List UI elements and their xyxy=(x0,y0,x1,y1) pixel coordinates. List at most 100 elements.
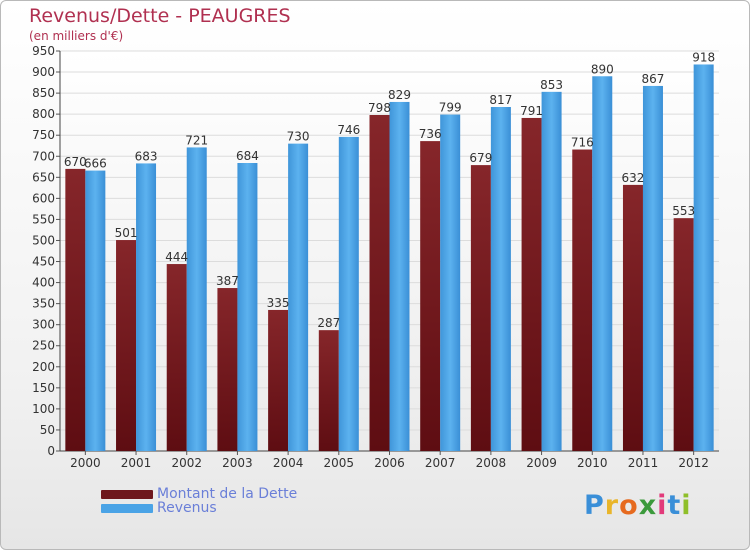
data-label-revenue: 683 xyxy=(135,149,158,163)
chart-title: Revenus/Dette - PEAUGRES xyxy=(29,5,291,27)
bar-revenue xyxy=(440,114,461,451)
logo-letter: i xyxy=(681,490,692,521)
data-label-debt: 716 xyxy=(571,136,594,150)
bar-revenue xyxy=(237,163,258,451)
bar-revenue xyxy=(541,91,562,451)
logo-letter: o xyxy=(619,490,639,521)
x-tick-label: 2010 xyxy=(577,456,608,470)
y-tick-label: 150 xyxy=(32,381,55,395)
y-tick-label: 200 xyxy=(32,360,55,374)
bar-debt xyxy=(369,115,390,451)
y-tick-label: 900 xyxy=(32,65,55,79)
data-label-revenue: 799 xyxy=(439,101,462,115)
y-tick-label: 600 xyxy=(32,191,55,205)
bar-debt xyxy=(470,165,491,451)
data-label-debt: 287 xyxy=(317,316,340,330)
legend-swatch-revenue xyxy=(101,503,153,513)
bar-revenue xyxy=(338,136,359,452)
data-label-revenue: 829 xyxy=(388,88,411,102)
legend: Montant de la Dette Revenus xyxy=(101,486,298,516)
x-tick-label: 2002 xyxy=(171,456,202,470)
logo-letter: r xyxy=(604,490,620,521)
x-tick-label: 2004 xyxy=(273,456,304,470)
data-label-revenue: 867 xyxy=(642,72,665,86)
bar-debt xyxy=(622,184,643,452)
bar-debt xyxy=(116,240,137,451)
data-label-debt: 798 xyxy=(368,101,391,115)
legend-swatch-debt xyxy=(101,489,153,499)
y-tick-label: 550 xyxy=(32,212,55,226)
data-label-debt: 736 xyxy=(419,127,442,141)
x-tick-label: 2011 xyxy=(628,456,659,470)
y-tick-label: 100 xyxy=(32,402,55,416)
data-label-debt: 679 xyxy=(469,151,492,165)
y-tick-label: 850 xyxy=(32,86,55,100)
data-label-revenue: 721 xyxy=(185,133,208,147)
bar-debt xyxy=(673,218,694,451)
data-label-debt: 387 xyxy=(216,274,239,288)
y-tick-label: 0 xyxy=(47,444,55,458)
y-tick-label: 750 xyxy=(32,128,55,142)
bar-revenue xyxy=(592,76,613,452)
y-tick-label: 300 xyxy=(32,318,55,332)
data-label-debt: 553 xyxy=(672,204,695,218)
y-tick-label: 500 xyxy=(32,233,55,247)
bar-debt xyxy=(420,141,441,451)
y-tick-label: 650 xyxy=(32,170,55,184)
chart-subtitle: (en milliers d'€) xyxy=(29,29,124,43)
bar-revenue xyxy=(136,163,157,451)
bar-revenue xyxy=(288,143,309,451)
legend-item-debt: Montant de la Dette xyxy=(101,486,298,502)
x-tick-label: 2000 xyxy=(70,456,101,470)
data-label-revenue: 730 xyxy=(287,130,310,144)
bar-debt xyxy=(521,117,542,452)
bar-debt xyxy=(166,264,187,451)
logo-letter: x xyxy=(638,490,658,521)
x-tick-label: 2008 xyxy=(476,456,507,470)
bar-debt xyxy=(572,149,593,452)
y-tick-label: 50 xyxy=(40,423,55,437)
bar-revenue xyxy=(693,64,714,451)
data-label-revenue: 684 xyxy=(236,149,259,163)
x-tick-label: 2003 xyxy=(222,456,253,470)
bar-revenue xyxy=(85,170,106,451)
x-tick-label: 2012 xyxy=(678,456,709,470)
data-label-revenue: 746 xyxy=(337,123,360,137)
data-label-debt: 444 xyxy=(165,250,188,264)
data-label-debt: 335 xyxy=(267,296,290,310)
y-tick-label: 800 xyxy=(32,107,55,121)
y-tick-label: 950 xyxy=(32,44,55,58)
bar-debt xyxy=(268,309,289,451)
bar-debt xyxy=(318,330,339,451)
bar-revenue xyxy=(389,101,410,452)
bar-revenue xyxy=(186,147,207,451)
x-tick-label: 2006 xyxy=(374,456,405,470)
y-tick-label: 450 xyxy=(32,255,55,269)
bar-debt xyxy=(217,288,238,451)
x-tick-label: 2007 xyxy=(425,456,456,470)
y-tick-label: 700 xyxy=(32,149,55,163)
logo-letter: P xyxy=(584,490,605,521)
legend-label-debt: Montant de la Dette xyxy=(157,486,298,502)
x-tick-label: 2009 xyxy=(526,456,557,470)
y-tick-label: 250 xyxy=(32,339,55,353)
x-tick-label: 2001 xyxy=(121,456,152,470)
y-tick-label: 350 xyxy=(32,297,55,311)
data-label-debt: 791 xyxy=(520,104,543,118)
logo-letter: t xyxy=(667,490,682,521)
bar-revenue xyxy=(490,107,511,451)
x-tick-label: 2005 xyxy=(324,456,355,470)
data-label-debt: 670 xyxy=(64,155,87,169)
proxiti-logo: Proxiti xyxy=(584,490,692,521)
data-label-debt: 501 xyxy=(115,226,138,240)
data-label-revenue: 918 xyxy=(692,50,715,64)
y-tick-label: 400 xyxy=(32,276,55,290)
data-label-revenue: 853 xyxy=(540,78,563,92)
bar-debt xyxy=(65,168,86,452)
data-label-revenue: 890 xyxy=(591,62,614,76)
data-label-revenue: 666 xyxy=(84,157,107,171)
bar-revenue xyxy=(642,85,663,452)
data-label-debt: 632 xyxy=(622,171,645,185)
